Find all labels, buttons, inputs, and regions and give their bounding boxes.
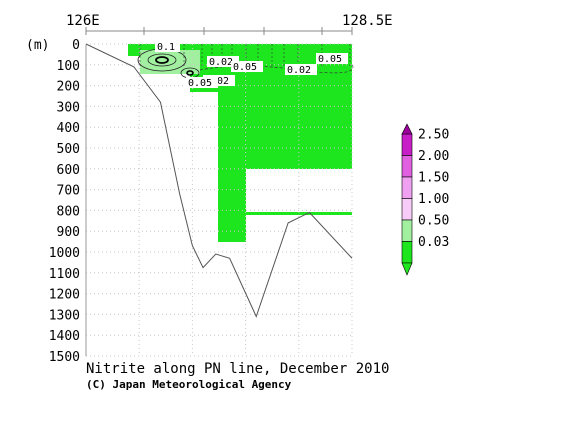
contour-label: 0.05 <box>233 62 257 73</box>
y-tick-label: 1000 <box>49 246 80 261</box>
contour-label: 0.1 <box>157 42 175 53</box>
nitrite-fill-region <box>218 78 352 169</box>
contour-label-bg <box>231 61 263 72</box>
y-tick-label: 200 <box>57 80 80 95</box>
contour-label: 0.02 <box>287 65 311 76</box>
colorbar-swatch <box>401 219 413 242</box>
y-tick-label: 900 <box>57 225 80 240</box>
plot-area: 0.10.020.050.050.020.020.05 <box>85 27 354 357</box>
y-tick-label: 1400 <box>49 329 80 344</box>
y-tick-label: 600 <box>57 163 80 178</box>
nitrite-fill-region <box>140 50 200 74</box>
y-tick-label: 0 <box>72 38 80 53</box>
contour-line <box>186 70 194 76</box>
colorbar-swatch <box>401 176 413 199</box>
contour-label-bg <box>186 77 218 88</box>
colorbar-label: 0.03 <box>418 235 449 250</box>
contour-label: 0.02 <box>209 57 233 68</box>
y-unit-label: (m) <box>26 38 49 53</box>
contour-label-bg <box>285 64 317 75</box>
y-tick-label: 300 <box>57 100 80 115</box>
colorbar-swatch <box>401 155 413 178</box>
y-tick-label: 1500 <box>49 350 80 365</box>
contour-label-bg <box>155 41 180 52</box>
y-tick-label: 1100 <box>49 267 80 282</box>
x-label-east: 128.5E <box>342 13 393 29</box>
y-tick-label: 1300 <box>49 308 80 323</box>
colorbar-swatch <box>401 133 413 156</box>
colorbar-label: 2.50 <box>418 128 449 143</box>
colorbar-label: 1.00 <box>418 192 449 207</box>
contour-label-bg <box>203 75 235 86</box>
y-tick-label: 500 <box>57 142 80 157</box>
colorbar-label: 2.00 <box>418 149 449 164</box>
colorbar-top-arrow <box>401 123 413 135</box>
nitrite-fill-region <box>218 169 246 242</box>
contour-label-bg <box>207 56 239 67</box>
x-label-west: 126E <box>66 13 100 29</box>
colorbar-label: 1.50 <box>418 171 449 186</box>
y-tick-label: 1200 <box>49 288 80 303</box>
y-tick-label: 100 <box>57 59 80 74</box>
bottom-topography-line <box>85 43 353 318</box>
colorbar-swatch <box>401 241 413 264</box>
colorbar-label: 0.50 <box>418 214 449 229</box>
colorbar-swatch <box>401 198 413 221</box>
colorbar: 2.50 2.00 1.50 1.00 0.50 0.03 <box>401 123 449 276</box>
contour-label-bg <box>316 53 348 64</box>
y-tick-label: 800 <box>57 204 80 219</box>
contour-line <box>155 56 169 64</box>
credit-text: (C) Japan Meteorological Agency <box>86 378 292 391</box>
y-tick-label: 700 <box>57 184 80 199</box>
contour-line <box>147 53 177 67</box>
y-tick-label: 400 <box>57 121 80 136</box>
y-tick-labels: 0 100 200 300 400 500 600 700 800 900 1000 1100 1200… <box>49 38 80 365</box>
contour-label: 0.05 <box>188 78 212 89</box>
contour-label: 0.05 <box>318 54 342 65</box>
colorbar-bottom-arrow <box>401 262 413 276</box>
nitrite-fill-region <box>246 212 352 215</box>
chart-title: Nitrite along PN line, December 2010 <box>86 361 389 377</box>
